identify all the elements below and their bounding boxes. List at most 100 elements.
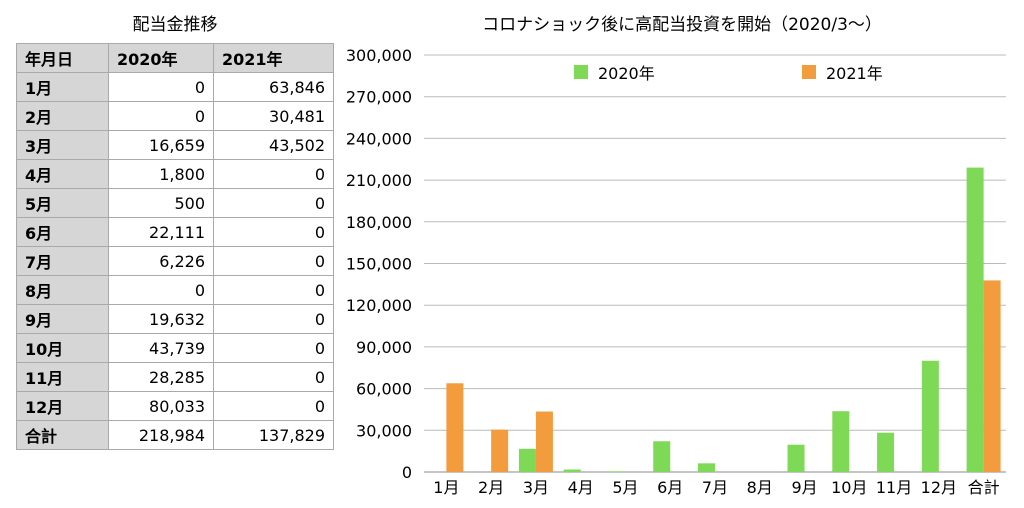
bar-2021 [535, 411, 553, 472]
bar-2020 [832, 411, 850, 472]
chart-title: コロナショック後に高配当投資を開始（2020/3〜） [482, 15, 882, 35]
table-title: 配当金推移 [132, 15, 218, 35]
x-tick-label: 8月 [747, 478, 773, 497]
dividend-table-panel: 配当金推移 年月日 2020年 2021年 1月 0 63,846 2月 0 30,481… [16, 12, 334, 450]
x-tick-label: 11月 [876, 478, 912, 497]
bar-2020 [563, 469, 581, 472]
cell-2021: 43,502 [213, 130, 334, 160]
x-tick-label: 7月 [702, 478, 728, 497]
x-tick-label: 12月 [921, 478, 957, 497]
legend: 2020年 2021年 [574, 64, 883, 83]
cell-2021: 0 [213, 188, 334, 218]
row-label: 4月 [16, 159, 109, 189]
table-row: 合計 218,984 137,829 [16, 420, 334, 450]
header-2020: 2020年 [108, 43, 214, 73]
x-tick-label: 2月 [478, 478, 504, 497]
y-tick-label: 60,000 [356, 380, 412, 399]
table-row: 7月 6,226 0 [16, 246, 334, 276]
bar-chart: 0 30,000 60,000 90,000 120,000 150,000 180,000… [346, 46, 1006, 497]
cell-2021: 0 [213, 391, 334, 421]
cell-2021: 0 [213, 304, 334, 334]
row-label: 12月 [16, 391, 109, 421]
table-row: 2月 0 30,481 [16, 101, 334, 131]
cell-2020: 16,659 [108, 130, 214, 160]
table-row: 12月 80,033 0 [16, 391, 334, 421]
legend-label-2020: 2020年 [598, 64, 655, 83]
y-axis: 0 30,000 60,000 90,000 120,000 150,000 180,000… [346, 46, 412, 482]
y-tick-label: 0 [402, 463, 412, 482]
header-month: 年月日 [16, 43, 109, 73]
table-row: 5月 500 0 [16, 188, 334, 218]
x-tick-label: 3月 [523, 478, 549, 497]
row-label: 5月 [16, 188, 109, 218]
row-label: 8月 [16, 275, 109, 305]
x-axis: 1月 2月 3月 4月 5月 6月 7月 8月 9月 10月 11月 12月 合計 [433, 478, 999, 497]
table-row: 6月 22,111 0 [16, 217, 334, 247]
cell-2021: 0 [213, 246, 334, 276]
legend-swatch-2021 [802, 65, 816, 79]
bar-2020 [966, 167, 984, 472]
row-label: 9月 [16, 304, 109, 334]
dividend-table: 年月日 2020年 2021年 1月 0 63,846 2月 0 30,481 3月 16,6… [16, 43, 334, 450]
row-label: 2月 [16, 101, 109, 131]
cell-2020: 43,739 [108, 333, 214, 363]
x-tick-label: 10月 [831, 478, 867, 497]
cell-2021: 0 [213, 217, 334, 247]
cell-2021: 63,846 [213, 72, 334, 102]
cell-2020: 1,800 [108, 159, 214, 189]
cell-2020: 6,226 [108, 246, 214, 276]
row-label: 11月 [16, 362, 109, 392]
row-label: 1月 [16, 72, 109, 102]
y-tick-label: 30,000 [356, 421, 412, 440]
cell-2020: 22,111 [108, 217, 214, 247]
table-row: 10月 43,739 0 [16, 333, 334, 363]
table-row: 1月 0 63,846 [16, 72, 334, 102]
row-label: 3月 [16, 130, 109, 160]
x-tick-label: 5月 [612, 478, 638, 497]
x-tick-label: 合計 [968, 478, 1000, 497]
cell-2021: 30,481 [213, 101, 334, 131]
table-row: 4月 1,800 0 [16, 159, 334, 189]
bar-2020 [608, 471, 626, 472]
legend-label-2021: 2021年 [826, 64, 883, 83]
table-row: 11月 28,285 0 [16, 362, 334, 392]
chart-panel: コロナショック後に高配当投資を開始（2020/3〜） 0 30,000 60,000… [340, 0, 1024, 508]
cell-2020: 218,984 [108, 420, 214, 450]
bar-2020 [787, 444, 805, 472]
y-tick-label: 300,000 [346, 46, 412, 65]
x-tick-label: 4月 [568, 478, 594, 497]
grid-lines [424, 54, 1006, 473]
row-label: 7月 [16, 246, 109, 276]
table-row: 9月 19,632 0 [16, 304, 334, 334]
cell-2020: 500 [108, 188, 214, 218]
y-tick-label: 90,000 [356, 338, 412, 357]
cell-2020: 19,632 [108, 304, 214, 334]
bars [446, 167, 1001, 472]
bar-2021 [446, 383, 464, 472]
cell-2021: 0 [213, 159, 334, 189]
table-row: 8月 0 0 [16, 275, 334, 305]
cell-2021: 0 [213, 275, 334, 305]
bar-2020 [921, 360, 939, 472]
cell-2021: 0 [213, 333, 334, 363]
cell-2020: 0 [108, 101, 214, 131]
cell-2020: 28,285 [108, 362, 214, 392]
header-2021: 2021年 [213, 43, 334, 73]
bar-2021 [983, 280, 1001, 472]
bar-2020 [653, 441, 671, 472]
row-label: 合計 [16, 420, 109, 450]
legend-swatch-2020 [574, 65, 588, 79]
cell-2021: 0 [213, 362, 334, 392]
cell-2020: 0 [108, 72, 214, 102]
x-tick-label: 9月 [791, 478, 817, 497]
y-tick-label: 150,000 [346, 255, 412, 274]
bar-2020 [518, 448, 536, 472]
y-tick-label: 240,000 [346, 129, 412, 148]
table-row: 3月 16,659 43,502 [16, 130, 334, 160]
y-tick-label: 210,000 [346, 171, 412, 190]
cell-2020: 0 [108, 275, 214, 305]
bar-2020 [877, 432, 895, 472]
row-label: 6月 [16, 217, 109, 247]
bar-2021 [491, 429, 509, 472]
y-tick-label: 180,000 [346, 213, 412, 232]
